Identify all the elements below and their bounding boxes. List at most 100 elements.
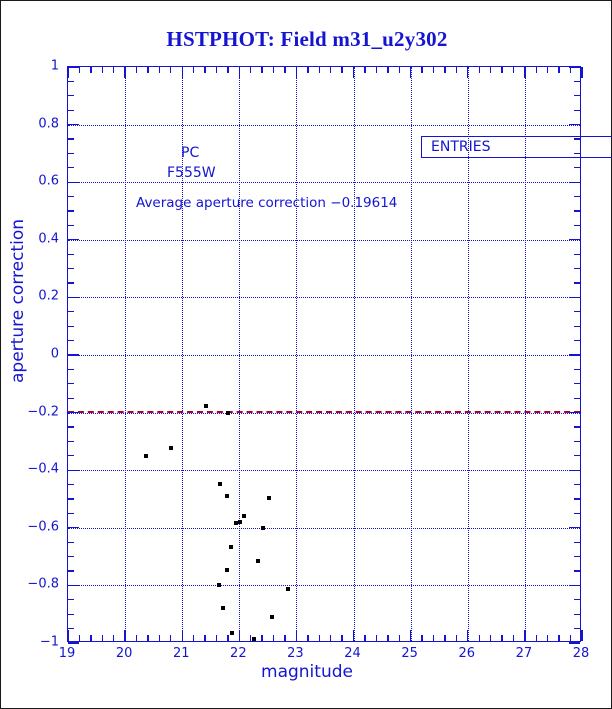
x-tick-major-top	[352, 67, 355, 78]
y-tick-minor	[68, 570, 74, 572]
y-tick-minor-right	[574, 383, 580, 385]
data-point	[204, 403, 209, 408]
gridline-horizontal	[68, 527, 580, 529]
x-tick-label: 28	[572, 646, 590, 661]
x-tick-major-top	[467, 67, 469, 78]
x-tick-minor-top	[364, 67, 366, 73]
x-tick-minor	[307, 635, 309, 641]
data-point	[217, 582, 222, 587]
y-tick-minor-right	[574, 267, 580, 270]
x-tick-minor-top	[489, 67, 492, 73]
y-tick-major-right	[569, 469, 580, 471]
y-tick-minor-right	[574, 555, 580, 558]
x-tick-minor	[261, 635, 263, 641]
y-tick-minor	[68, 440, 74, 443]
gridline-horizontal	[68, 412, 580, 414]
x-tick-minor-top	[307, 67, 309, 73]
x-tick-minor	[535, 635, 537, 641]
x-tick-minor	[284, 635, 286, 641]
y-tick-label: 1	[50, 58, 59, 74]
x-tick-minor-top	[512, 67, 515, 73]
y-tick-minor-right	[574, 627, 580, 630]
x-tick-minor	[455, 635, 458, 641]
x-tick-major-top	[67, 67, 69, 78]
x-tick-major-top	[181, 67, 183, 78]
data-point	[230, 630, 235, 635]
y-tick-label: 0.8	[38, 116, 59, 132]
x-tick-minor-top	[330, 67, 332, 73]
x-tick-minor-top	[101, 67, 103, 73]
x-tick-major	[352, 630, 355, 641]
chip-annotation: PC	[181, 145, 200, 161]
x-tick-minor	[318, 635, 320, 641]
x-tick-major	[524, 630, 526, 641]
data-point	[270, 615, 275, 620]
x-tick-minor	[204, 635, 206, 641]
x-tick-major	[181, 630, 183, 641]
y-tick-major-right	[569, 642, 580, 644]
x-tick-minor	[489, 635, 492, 641]
x-tick-label: 26	[458, 646, 476, 661]
x-tick-minor	[158, 635, 161, 641]
gridline-vertical	[353, 67, 355, 641]
x-tick-label: 24	[344, 646, 361, 661]
y-tick-minor-right	[574, 368, 580, 371]
x-tick-minor-top	[284, 67, 286, 73]
y-tick-minor	[68, 383, 74, 385]
x-tick-minor-top	[135, 67, 138, 73]
x-tick-minor	[375, 635, 378, 641]
x-tick-minor	[101, 635, 103, 641]
y-tick-major	[68, 123, 79, 126]
y-tick-minor	[68, 195, 74, 198]
data-point	[225, 411, 230, 416]
x-tick-minor-top	[387, 67, 389, 73]
x-tick-minor-top	[170, 67, 172, 73]
y-tick-minor	[68, 311, 74, 313]
y-tick-minor-right	[574, 339, 580, 342]
y-tick-minor	[68, 541, 74, 543]
y-tick-minor-right	[574, 613, 580, 615]
x-tick-major-top	[409, 67, 412, 78]
x-tick-major-top	[295, 67, 298, 78]
x-tick-minor-top	[204, 67, 206, 73]
gridline-horizontal	[68, 470, 580, 472]
y-tick-minor	[68, 613, 74, 615]
x-tick-minor	[215, 635, 218, 641]
x-tick-minor	[387, 635, 389, 641]
y-tick-minor	[68, 512, 74, 515]
x-tick-label: 21	[172, 646, 190, 661]
plot-area: PC F555W Average aperture correction −0.…	[67, 66, 612, 644]
x-tick-minor	[421, 635, 423, 641]
x-tick-minor	[341, 635, 343, 641]
data-point	[261, 525, 266, 530]
x-tick-label: 22	[230, 646, 247, 661]
x-tick-major	[467, 630, 469, 641]
y-tick-major	[68, 584, 79, 587]
y-tick-major-right	[569, 239, 580, 241]
y-tick-major-right	[569, 527, 580, 529]
y-tick-major	[68, 469, 79, 471]
y-tick-major-right	[569, 66, 580, 68]
data-point	[220, 606, 225, 611]
x-tick-minor-top	[547, 67, 549, 73]
y-tick-label: −0.2	[27, 404, 59, 420]
x-tick-major-top	[238, 67, 241, 78]
x-tick-minor	[478, 635, 480, 641]
x-tick-minor	[398, 635, 400, 641]
y-tick-major-right	[569, 354, 580, 356]
data-point	[234, 521, 239, 526]
average-annotation: Average aperture correction −0.19614	[136, 195, 398, 211]
y-tick-minor-right	[574, 138, 580, 140]
x-axis-title: magnitude	[261, 662, 353, 682]
y-tick-major	[68, 66, 79, 68]
x-tick-minor-top	[421, 67, 423, 73]
y-tick-minor	[68, 599, 74, 601]
filter-annotation: F555W	[167, 165, 216, 181]
y-tick-major-right	[569, 181, 580, 183]
x-tick-minor-top	[341, 67, 343, 73]
x-tick-major	[409, 630, 412, 641]
y-tick-minor	[68, 152, 74, 155]
y-tick-minor	[68, 368, 74, 371]
y-tick-minor-right	[574, 498, 580, 500]
x-tick-minor-top	[501, 67, 503, 73]
